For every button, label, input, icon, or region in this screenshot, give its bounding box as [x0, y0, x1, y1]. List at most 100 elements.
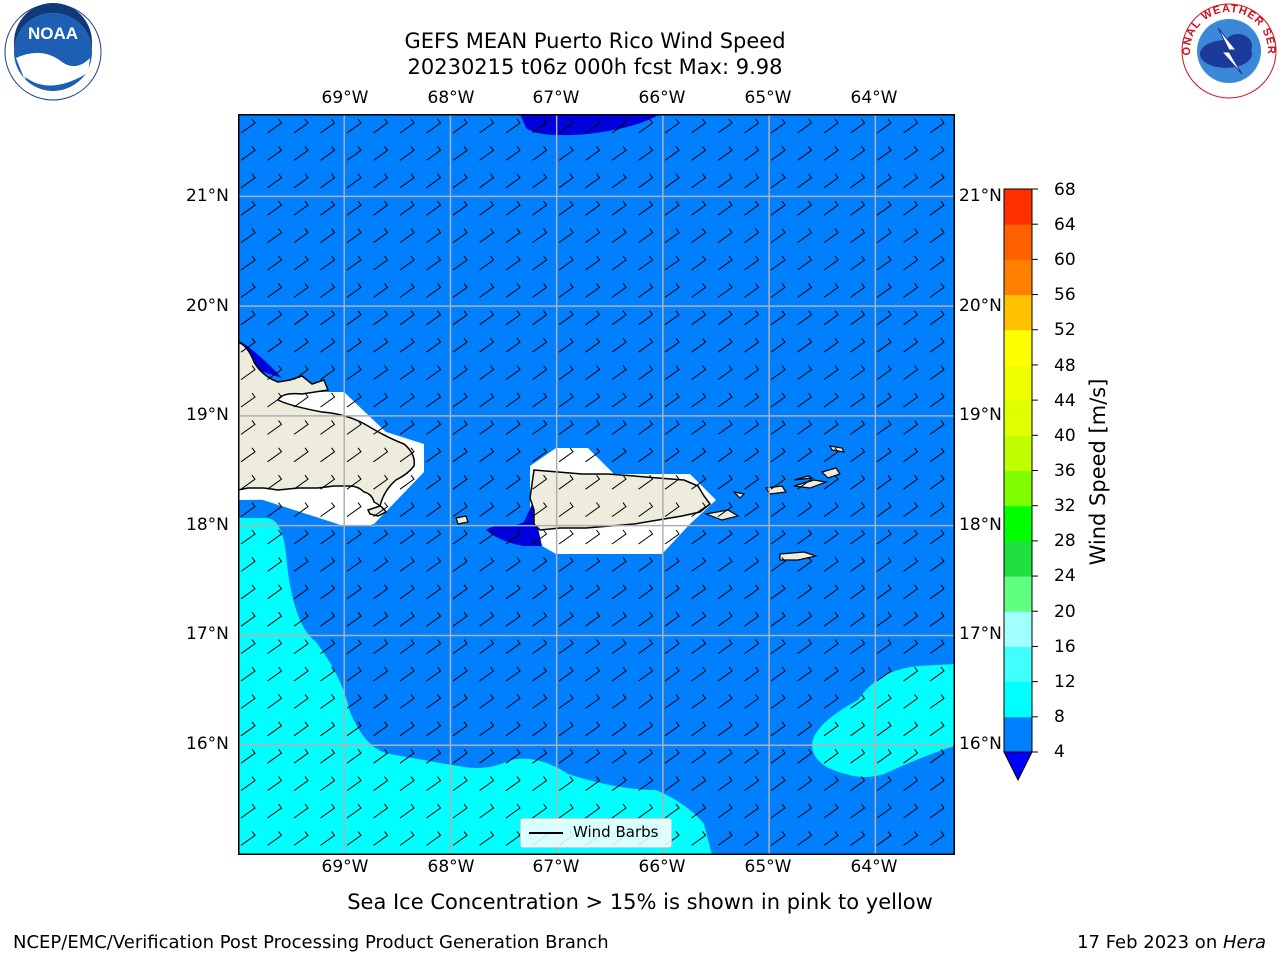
wind-barb — [929, 200, 945, 216]
colorbar-segment — [1004, 294, 1032, 331]
wind-barb — [797, 557, 813, 572]
wind-barb — [373, 146, 389, 161]
wind-barb — [903, 502, 919, 518]
wind-barb — [744, 748, 760, 764]
wind-barb — [876, 392, 892, 408]
wind-barb — [638, 228, 654, 244]
wind-barb — [240, 584, 256, 600]
wind-barb — [505, 365, 521, 381]
wind-barb — [505, 310, 521, 326]
wind-barb — [876, 529, 892, 545]
wind-barb — [611, 255, 627, 271]
wind-barb — [426, 200, 442, 216]
wind-barb — [611, 721, 627, 737]
wind-barb — [479, 694, 495, 709]
wind-barb — [585, 447, 601, 463]
wind-barb — [532, 721, 548, 737]
wind-barb — [744, 694, 760, 709]
wind-barb — [346, 392, 362, 408]
left-lat-3: 19°N — [186, 405, 229, 425]
wind-barb — [373, 420, 389, 435]
wind-barb — [717, 420, 733, 435]
wind-barb — [558, 776, 574, 792]
bottom-lon-1: 69°W — [321, 857, 369, 877]
wind-barb — [373, 337, 389, 353]
wind-barb — [876, 831, 892, 846]
wind-barb — [240, 146, 256, 161]
wind-barb — [240, 173, 256, 189]
wind-barb — [399, 748, 415, 764]
wind-barb — [691, 611, 707, 627]
wind-barb — [479, 803, 495, 819]
wind-barb — [346, 283, 362, 298]
wind-barb — [558, 474, 574, 490]
wind-barb — [452, 584, 468, 600]
wind-barb — [479, 146, 495, 161]
wind-barb — [558, 447, 574, 463]
wind-barb — [399, 283, 415, 298]
wind-barb — [452, 803, 468, 819]
wind-barb — [717, 118, 733, 134]
wind-barb — [346, 529, 362, 545]
cbar-tick-12: 12 — [1054, 672, 1076, 692]
wind-barb — [664, 228, 680, 244]
wind-barb — [717, 392, 733, 408]
wind-barb — [638, 803, 654, 819]
wind-barb — [876, 337, 892, 353]
wind-barb — [929, 365, 945, 381]
wind-barb — [532, 447, 548, 463]
wind-barb — [744, 831, 760, 846]
wind-barb — [267, 392, 283, 408]
wind-barb — [426, 447, 442, 463]
wind-barb — [240, 200, 256, 216]
wind-barb — [903, 420, 919, 435]
wind-barb — [426, 502, 442, 518]
wind-barb — [691, 748, 707, 764]
wind-barb — [638, 283, 654, 298]
wind-barb — [293, 584, 309, 600]
wind-barb — [452, 694, 468, 709]
wind-speed-map — [238, 114, 955, 855]
right-lat-6: 16°N — [959, 734, 1002, 754]
wind-barb — [638, 639, 654, 655]
wind-barb — [823, 748, 839, 764]
cbar-tick-20: 20 — [1054, 602, 1076, 622]
wind-barb — [479, 283, 495, 298]
wind-barb — [850, 283, 866, 298]
wind-barb — [823, 611, 839, 627]
wind-barb — [691, 529, 707, 545]
wind-barb — [346, 666, 362, 682]
wind-barb — [797, 776, 813, 792]
wind-barb — [717, 639, 733, 655]
wind-barb — [320, 365, 336, 381]
wind-barb — [293, 721, 309, 737]
sea-ice-note-wrap: Sea Ice Concentration > 15% is shown in … — [0, 890, 1280, 914]
wind-barb — [717, 748, 733, 764]
wind-barb — [346, 694, 362, 709]
wind-barb — [850, 447, 866, 463]
wind-barb — [691, 584, 707, 600]
wind-barb — [903, 228, 919, 244]
wind-barb — [664, 529, 680, 545]
wind-barb — [532, 420, 548, 435]
wind-barb — [876, 721, 892, 737]
wind-barb — [452, 776, 468, 792]
wind-barb — [505, 557, 521, 572]
colorbar-segment — [1004, 611, 1032, 647]
wind-barb — [611, 694, 627, 709]
wind-barb — [717, 146, 733, 161]
wind-barb — [664, 420, 680, 435]
wind-barb — [558, 200, 574, 216]
wind-barb — [426, 529, 442, 545]
wind-barb — [267, 283, 283, 298]
wind-barb — [638, 173, 654, 189]
wind-barb — [903, 255, 919, 271]
wind-barb — [744, 474, 760, 490]
wind-barb — [585, 118, 601, 134]
wind-barb — [346, 420, 362, 435]
wind-barb — [320, 502, 336, 518]
st-croix-island — [779, 551, 819, 561]
wind-barb — [664, 584, 680, 600]
wind-barb — [267, 529, 283, 545]
wind-barb — [903, 776, 919, 792]
